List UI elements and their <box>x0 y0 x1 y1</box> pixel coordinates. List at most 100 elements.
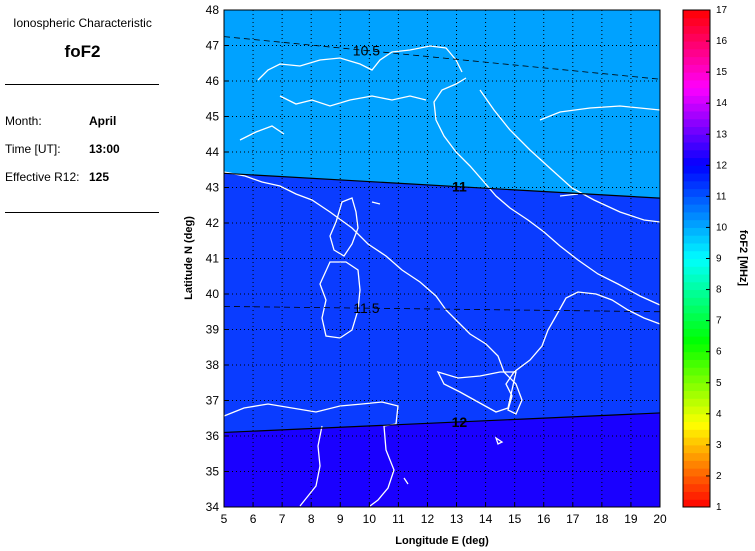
x-tick-label: 12 <box>421 512 435 526</box>
colorbar-segment <box>683 235 710 244</box>
x-tick-label: 9 <box>337 512 344 526</box>
time-value: 13:00 <box>89 142 120 156</box>
colorbar-segment <box>683 134 710 143</box>
colorbar-tick-label: 14 <box>716 98 728 109</box>
x-tick-label: 20 <box>653 512 667 526</box>
coastline-alps-lakes <box>239 45 463 141</box>
colorbar-segment <box>683 173 710 182</box>
colorbar-segment <box>683 305 710 314</box>
colorbar-segment <box>683 17 710 27</box>
y-tick-label: 36 <box>206 429 220 443</box>
colorbar-segment <box>683 382 710 392</box>
colorbar-tick-label: 2 <box>716 471 722 482</box>
x-tick-label: 13 <box>450 512 464 526</box>
month-label: Month: <box>5 114 42 128</box>
r12-label: Effective R12: <box>5 170 80 184</box>
colorbar-segment <box>683 312 710 322</box>
colorbar-segment <box>683 421 710 430</box>
y-tick-label: 48 <box>206 3 220 17</box>
colorbar-segment <box>683 491 710 500</box>
colorbar-segment <box>683 367 710 376</box>
colorbar-segment <box>683 281 710 291</box>
colorbar-tick-label: 10 <box>716 222 728 233</box>
x-tick-label: 16 <box>537 512 551 526</box>
x-tick-label: 6 <box>250 512 257 526</box>
y-tick-label: 47 <box>206 39 220 53</box>
colorbar-segment <box>683 79 710 89</box>
x-tick-label: 18 <box>595 512 609 526</box>
x-tick-label: 15 <box>508 512 522 526</box>
coastline-islands <box>371 193 579 445</box>
x-tick-label: 17 <box>566 512 580 526</box>
colorbar-segment <box>683 56 710 65</box>
colorbar-segment <box>683 452 710 461</box>
colorbar-segment <box>683 390 710 399</box>
contour-line-12 <box>223 412 661 434</box>
contour-line-11.5 <box>223 306 661 313</box>
colorbar-segment <box>683 297 710 306</box>
colorbar-segment <box>683 149 710 159</box>
colorbar-segment <box>683 274 710 283</box>
colorbar-segment <box>683 72 710 81</box>
colorbar-segment <box>683 242 710 252</box>
colorbar-segment <box>683 219 710 228</box>
colorbar-segment <box>683 258 710 267</box>
colorbar-segment <box>683 25 710 34</box>
r12-value: 125 <box>89 170 110 184</box>
x-tick-label: 14 <box>479 512 493 526</box>
colorbar-tick-label: 9 <box>716 254 722 265</box>
contour-label: 10.5 <box>353 43 380 59</box>
colorbar-segment <box>683 142 710 151</box>
month-value: April <box>89 114 117 128</box>
colorbar-segment <box>683 429 710 438</box>
y-tick-label: 42 <box>206 216 220 230</box>
colorbar-tick-label: 1 <box>716 502 722 513</box>
contour-label: 11.5 <box>353 300 379 316</box>
colorbar-tick-label: 5 <box>716 378 722 389</box>
y-tick-label: 37 <box>206 394 220 408</box>
colorbar-segment <box>683 320 710 329</box>
y-tick-label: 34 <box>206 500 220 514</box>
colorbar-segment <box>683 157 710 166</box>
colorbar-segment <box>683 359 710 368</box>
colorbar-segment <box>683 118 710 127</box>
colorbar-tick-label: 16 <box>716 36 728 47</box>
contour-line-11 <box>223 172 661 199</box>
colorbar-tick-label: 3 <box>716 440 722 451</box>
x-tick-label: 11 <box>392 512 405 526</box>
colorbar-tick-label: 7 <box>716 316 722 327</box>
colorbar-segment <box>683 33 710 42</box>
colorbar-segment <box>683 110 710 120</box>
region-11-to-12 <box>224 173 660 433</box>
colorbar-segment <box>683 64 710 73</box>
coastline-sicily <box>436 370 517 413</box>
y-tick-label: 40 <box>206 287 220 301</box>
x-tick-label: 7 <box>279 512 286 526</box>
contour-label: 11 <box>452 179 467 195</box>
y-tick-label: 35 <box>206 465 220 479</box>
coastline-adriatic-east <box>479 89 661 223</box>
x-tick-label: 5 <box>221 512 228 526</box>
region-below-11 <box>224 10 660 199</box>
colorbar-segment <box>683 437 710 446</box>
colorbar-segment <box>683 250 710 259</box>
colorbar-segment <box>683 227 710 236</box>
y-tick-label: 41 <box>206 252 220 266</box>
y-tick-label: 39 <box>206 323 220 337</box>
colorbar-segment <box>683 204 710 213</box>
colorbar-segment <box>683 343 710 353</box>
colorbar-segment <box>683 126 710 135</box>
colorbar-segment <box>683 48 710 58</box>
y-tick-label: 38 <box>206 358 220 372</box>
colorbar-segment <box>683 460 710 469</box>
colorbar-segment <box>683 211 710 221</box>
x-axis-label: Longitude E (deg) <box>395 535 489 547</box>
colorbar-segment <box>683 351 710 360</box>
colorbar-segment <box>683 188 710 197</box>
y-tick-label: 43 <box>206 181 220 195</box>
colorbar-segment <box>683 398 710 407</box>
contour-label: 12 <box>452 414 468 430</box>
x-tick-label: 10 <box>363 512 377 526</box>
colorbar-segment <box>683 196 710 205</box>
colorbar-tick-label: 6 <box>716 347 722 358</box>
